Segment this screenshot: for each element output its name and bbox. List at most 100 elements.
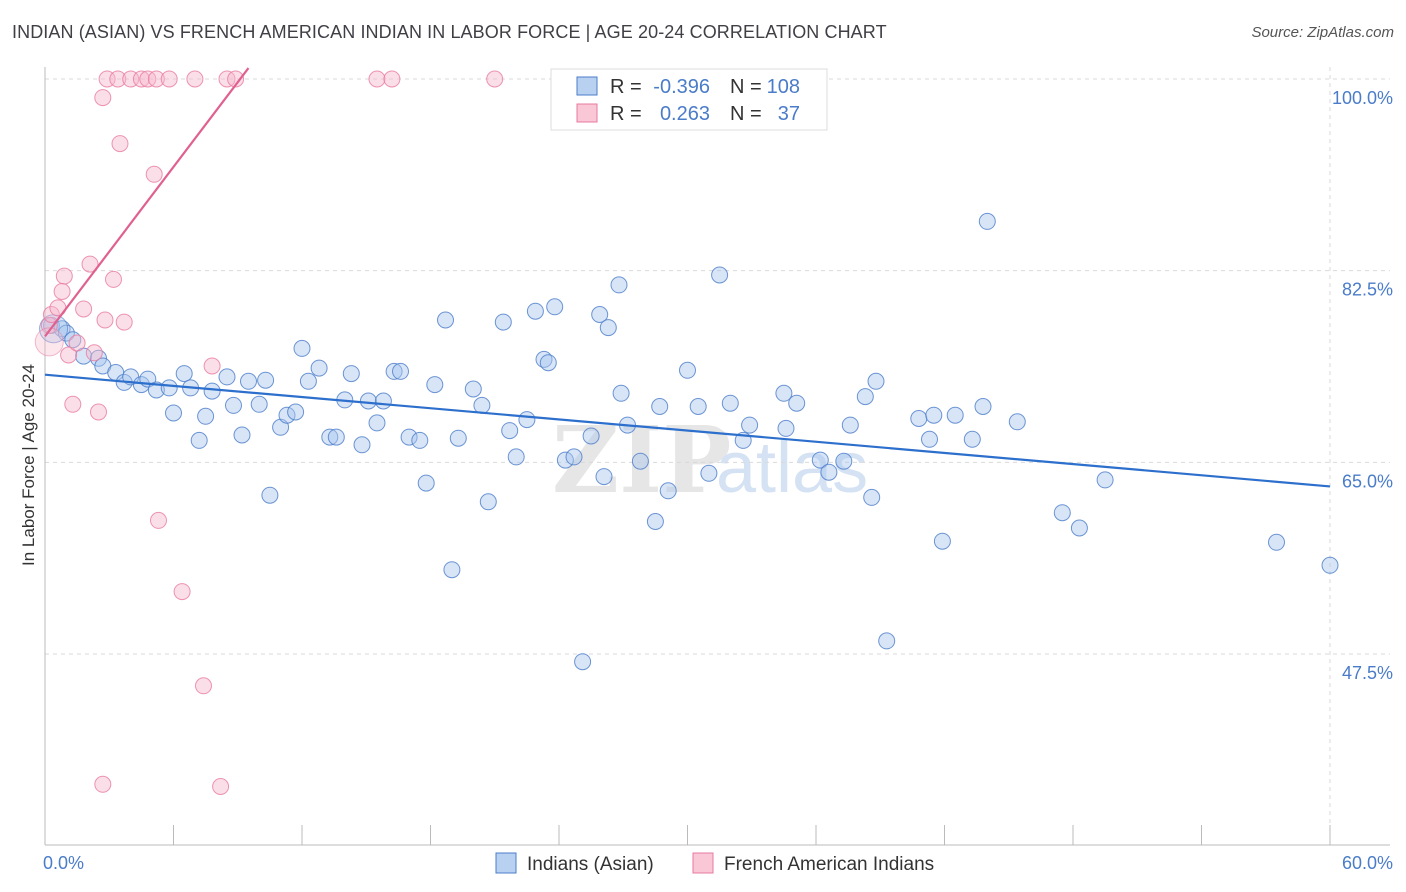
data-point bbox=[150, 511, 167, 529]
data-point bbox=[197, 407, 215, 425]
data-point bbox=[546, 298, 564, 316]
data-point bbox=[225, 396, 242, 414]
source-label: Source: ZipAtlas.com bbox=[1251, 24, 1394, 41]
trend-lines bbox=[44, 67, 1331, 488]
data-point bbox=[400, 428, 418, 446]
data-point bbox=[173, 583, 191, 601]
legend-n-label: N = bbox=[730, 103, 762, 125]
data-point bbox=[659, 482, 677, 500]
data-point bbox=[1008, 413, 1026, 431]
data-point bbox=[147, 381, 165, 399]
data-point bbox=[689, 398, 707, 415]
data-point bbox=[53, 283, 71, 300]
data-point bbox=[212, 778, 230, 795]
trend-line-indians-asian bbox=[44, 373, 1331, 488]
data-point bbox=[494, 313, 512, 331]
legend-n-value: 108 bbox=[767, 76, 800, 98]
data-point bbox=[186, 70, 204, 88]
data-point bbox=[925, 406, 943, 424]
data-point bbox=[90, 403, 107, 421]
data-point bbox=[96, 311, 114, 329]
data-point bbox=[741, 416, 759, 434]
trend-line-french-american-indians bbox=[44, 67, 250, 338]
data-point bbox=[556, 451, 574, 469]
y-tick-label: 100.0% bbox=[1332, 88, 1393, 108]
chart-title: INDIAN (ASIAN) VS FRENCH AMERICAN INDIAN… bbox=[12, 22, 887, 42]
data-point bbox=[310, 359, 328, 377]
axes bbox=[44, 67, 1390, 846]
data-point bbox=[321, 428, 339, 446]
legend-n-value: 37 bbox=[778, 103, 800, 125]
data-point bbox=[612, 384, 630, 402]
data-point bbox=[353, 436, 371, 454]
data-point bbox=[595, 468, 613, 486]
data-point bbox=[486, 70, 504, 88]
data-point bbox=[867, 372, 885, 390]
series-french-american-indians bbox=[34, 70, 504, 795]
data-point bbox=[227, 70, 245, 88]
data-point bbox=[368, 414, 386, 432]
tick-labels: 47.5% 65.0% 82.5% 100.0% 0.0% 60.0% bbox=[43, 88, 1393, 873]
legend-swatch bbox=[576, 103, 598, 123]
data-point bbox=[64, 395, 82, 413]
data-point bbox=[261, 486, 279, 504]
data-point bbox=[863, 488, 881, 506]
legend-r-value: -0.396 bbox=[653, 76, 710, 98]
data-point bbox=[233, 426, 251, 444]
y-axis-label: In Labor Force | Age 20-24 bbox=[19, 364, 38, 566]
data-point bbox=[526, 302, 544, 320]
data-point bbox=[479, 493, 497, 511]
data-point bbox=[878, 632, 896, 650]
data-point bbox=[565, 448, 583, 466]
data-point bbox=[775, 384, 793, 402]
data-point bbox=[195, 677, 212, 695]
data-point bbox=[85, 344, 103, 362]
legend-n-label: N = bbox=[730, 76, 762, 98]
data-point bbox=[646, 513, 664, 530]
data-point bbox=[75, 300, 93, 318]
data-point bbox=[218, 368, 236, 386]
data-point bbox=[55, 267, 73, 285]
legend-swatch bbox=[576, 76, 598, 96]
bottom-legend-label-indians-asian: Indians (Asian) bbox=[527, 854, 654, 875]
data-point bbox=[160, 379, 178, 397]
data-point bbox=[978, 212, 996, 230]
data-point bbox=[443, 561, 461, 579]
data-point bbox=[145, 165, 163, 183]
data-point bbox=[368, 70, 386, 88]
data-point bbox=[139, 70, 157, 88]
data-point bbox=[417, 474, 435, 492]
data-point bbox=[820, 463, 838, 481]
data-point bbox=[385, 362, 403, 380]
data-point bbox=[327, 428, 345, 446]
data-point bbox=[610, 276, 628, 294]
data-point bbox=[910, 410, 928, 427]
data-point bbox=[679, 361, 696, 379]
data-point bbox=[115, 313, 133, 331]
data-point bbox=[921, 430, 938, 448]
data-point bbox=[109, 70, 127, 88]
legend-r-value: 0.263 bbox=[660, 103, 710, 125]
data-point bbox=[591, 306, 609, 323]
data-point bbox=[299, 372, 317, 390]
data-point bbox=[1070, 519, 1088, 537]
data-point bbox=[539, 354, 557, 372]
data-point bbox=[40, 316, 58, 334]
data-point bbox=[574, 653, 592, 671]
data-point bbox=[856, 388, 874, 406]
data-point bbox=[105, 270, 122, 288]
data-point bbox=[111, 135, 129, 153]
data-point bbox=[507, 448, 525, 466]
data-point bbox=[721, 394, 739, 412]
data-point bbox=[811, 451, 829, 469]
watermark-atlas: atlas bbox=[716, 428, 868, 508]
data-point bbox=[68, 334, 86, 352]
data-point bbox=[359, 392, 377, 410]
legend-r-label: R = bbox=[610, 76, 642, 98]
bottom-legend-swatch-indians-asian bbox=[495, 852, 517, 874]
data-point bbox=[203, 382, 221, 400]
data-point bbox=[160, 70, 178, 88]
data-point bbox=[60, 346, 78, 364]
bottom-legend: Indians (Asian) French American Indians bbox=[495, 852, 934, 875]
data-point bbox=[449, 429, 467, 447]
